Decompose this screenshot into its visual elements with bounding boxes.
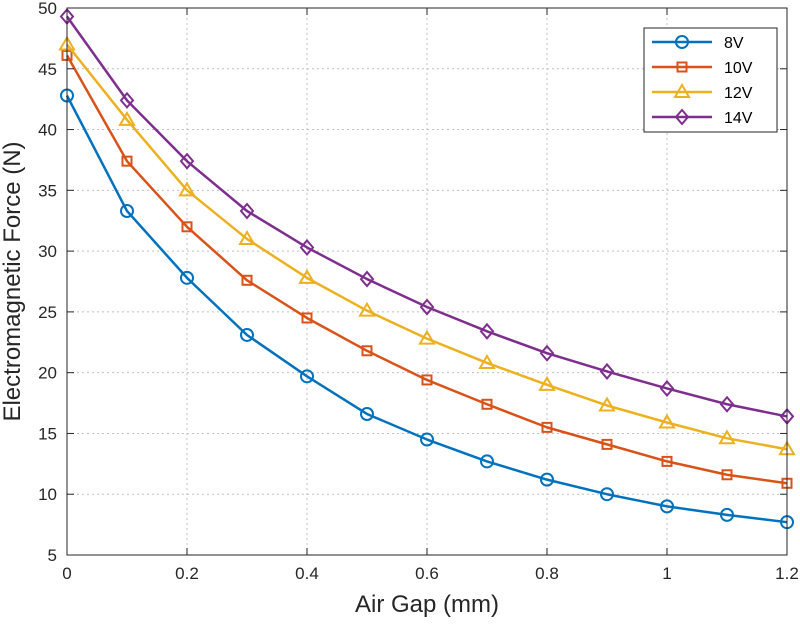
legend: 8V 10V 12V 14V [643, 27, 778, 133]
data-point [720, 507, 734, 522]
series-line [65, 15, 788, 418]
legend-label: 12V [724, 85, 753, 102]
series-8V [60, 88, 794, 530]
data-point [718, 429, 736, 445]
x-tick-label: 1 [662, 564, 671, 583]
data-point [599, 362, 615, 380]
legend-marker [674, 108, 690, 126]
data-point [239, 202, 255, 220]
y-tick-label: 50 [38, 0, 57, 18]
data-point [480, 454, 494, 469]
data-point [721, 469, 733, 481]
data-point [601, 438, 613, 450]
data-point [118, 110, 136, 126]
legend-label: 14V [724, 110, 753, 127]
data-point [241, 274, 253, 286]
data-point [361, 345, 373, 357]
data-point [540, 472, 554, 487]
x-tick-label: 0.6 [415, 564, 439, 583]
y-tick-label: 30 [38, 242, 57, 261]
data-point [481, 398, 493, 410]
legend-box [643, 27, 778, 133]
legend-item: 8V [652, 35, 744, 52]
data-point [719, 395, 735, 413]
series-line [65, 54, 788, 485]
data-point [360, 406, 374, 421]
data-point [479, 322, 495, 340]
legend-marker [673, 83, 691, 98]
data-point [180, 270, 194, 285]
data-point [119, 91, 135, 109]
legend-label: 8V [724, 35, 744, 52]
data-point [299, 238, 315, 257]
data-point [121, 155, 133, 167]
data-point [658, 413, 676, 429]
x-tick-label: 0.8 [535, 564, 559, 583]
data-point [421, 374, 433, 386]
data-point [181, 221, 193, 233]
data-point [659, 379, 675, 398]
x-tick-label: 0 [62, 564, 71, 583]
series-line [66, 43, 788, 451]
legend-marker [676, 61, 688, 73]
data-point [240, 327, 254, 342]
ticks: 0 0.2 0.4 0.6 0.8 1 1.2 5 10 15 20 25 30 35 40 45 50 [38, 0, 799, 583]
y-tick-label: 15 [38, 424, 57, 443]
legend-label: 10V [724, 60, 753, 77]
data-point [359, 270, 375, 288]
data-point [418, 329, 436, 345]
y-tick-label: 20 [38, 364, 57, 383]
data-point [358, 301, 376, 317]
data-point [539, 344, 555, 362]
data-point [120, 203, 134, 218]
data-point [419, 298, 435, 316]
y-tick-label: 5 [48, 546, 57, 565]
series-layer [58, 7, 796, 530]
legend-marker [675, 35, 689, 49]
data-point [301, 312, 313, 324]
x-tick-label: 0.2 [175, 564, 199, 583]
data-point [600, 487, 614, 502]
y-tick-label: 35 [38, 181, 57, 200]
data-point [420, 432, 434, 447]
data-point [541, 421, 553, 433]
data-point [538, 375, 556, 391]
x-tick-label: 0.4 [295, 564, 319, 583]
series-10V [61, 49, 793, 489]
x-tick-label: 1.2 [775, 564, 799, 583]
y-tick-label: 40 [38, 121, 57, 140]
y-tick-label: 25 [38, 303, 57, 322]
data-point [478, 353, 496, 369]
y-tick-label: 10 [38, 485, 57, 504]
data-point [298, 268, 316, 284]
y-axis-title: Electromagnetic Force (N) [0, 141, 26, 421]
data-point [598, 396, 616, 412]
x-axis-title: Air Gap (mm) [355, 591, 499, 618]
data-point [661, 455, 673, 467]
legend-item: 14V [652, 108, 753, 127]
data-point [660, 499, 674, 514]
legend-item: 12V [652, 83, 753, 102]
series-line [65, 94, 788, 524]
data-point [178, 181, 196, 197]
data-point [179, 152, 195, 170]
legend-item: 10V [652, 60, 753, 77]
data-point [300, 369, 314, 384]
series-14V [59, 7, 795, 425]
data-point [238, 229, 256, 245]
y-tick-label: 45 [38, 60, 57, 79]
